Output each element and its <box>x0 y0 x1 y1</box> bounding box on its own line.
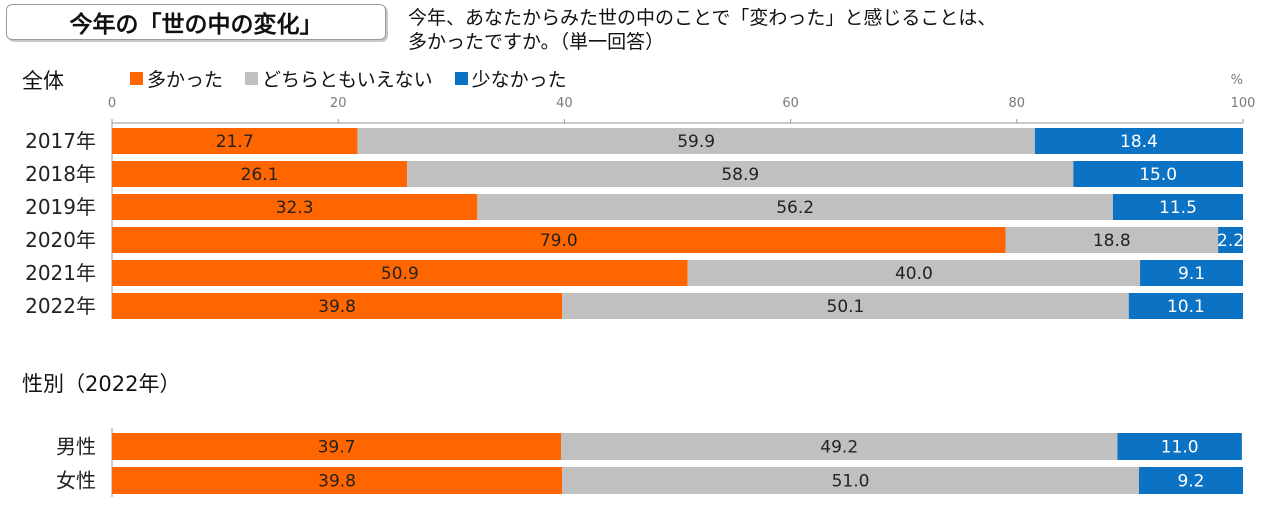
gender-row-label: 女性 <box>56 469 96 493</box>
overall-row-label: 2018年 <box>25 162 96 186</box>
x-tick-label: 20 <box>330 96 347 111</box>
overall-bar-few <box>1140 260 1243 286</box>
overall-value-label-few: 18.4 <box>1120 132 1158 152</box>
overall-bar-neither <box>357 128 1035 154</box>
overall-bar-neither <box>407 161 1074 187</box>
overall-value-label-neither: 58.9 <box>721 165 759 185</box>
overall-row-label: 2020年 <box>25 228 96 252</box>
legend-label-neither: どちらともいえない <box>262 69 433 91</box>
overall-value-label-neither: 59.9 <box>677 132 715 152</box>
gender-value-label-neither: 49.2 <box>820 438 858 458</box>
gender-value-label-neither: 51.0 <box>832 472 870 492</box>
overall-value-label-many: 26.1 <box>241 165 279 185</box>
overall-row-label: 2019年 <box>25 195 96 219</box>
overall-bar-neither <box>687 260 1141 286</box>
x-tick-label: 80 <box>1009 96 1026 111</box>
overall-row-label: 2022年 <box>25 294 96 318</box>
overall-bar-many <box>112 293 563 319</box>
overall-bar-many <box>112 260 688 286</box>
x-tick-label: 40 <box>556 96 573 111</box>
survey-question: 今年、あなたからみた世の中のことで「変わった」と感じることは、 多かったですか。… <box>408 7 997 53</box>
legend: 多かった どちらともいえない 少なかった <box>130 65 589 92</box>
legend-item-few: 少なかった <box>454 65 567 92</box>
overall-value-label-many: 21.7 <box>216 132 254 152</box>
overall-value-label-neither: 40.0 <box>895 264 933 284</box>
gender-row-label: 男性 <box>56 435 96 459</box>
legend-item-many: 多かった <box>130 65 223 92</box>
overall-value-label-neither: 50.1 <box>827 297 865 317</box>
overall-value-label-few: 2.2 <box>1217 231 1244 251</box>
overall-bar-neither <box>562 293 1129 319</box>
legend-swatch-many <box>130 72 143 85</box>
overall-bar-many <box>112 194 478 220</box>
x-tick-label: 0 <box>108 96 116 111</box>
overall-value-label-few: 9.1 <box>1178 264 1205 284</box>
legend-label-many: 多かった <box>147 69 224 91</box>
overall-bar-many <box>112 128 358 154</box>
overall-value-label-few: 15.0 <box>1139 165 1177 185</box>
overall-value-label-few: 11.5 <box>1159 198 1197 218</box>
gender-value-label-many: 39.8 <box>318 472 356 492</box>
section-label-overall: 全体 <box>22 69 64 93</box>
overall-value-label-neither: 56.2 <box>776 198 814 218</box>
legend-label-few: 少なかった <box>471 69 567 91</box>
overall-value-label-many: 39.8 <box>318 297 356 317</box>
overall-value-label-few: 10.1 <box>1167 297 1205 317</box>
chart-title: 今年の「世の中の変化」 <box>6 4 386 40</box>
x-tick-label: 100 <box>1231 96 1256 111</box>
overall-value-label-many: 32.3 <box>276 198 314 218</box>
overall-bar-many <box>112 161 408 187</box>
legend-item-neither: どちらともいえない <box>245 65 433 92</box>
overall-value-label-many: 79.0 <box>540 231 578 251</box>
gender-bar-neither <box>561 433 1118 460</box>
overall-bar-few <box>1218 227 1243 253</box>
gender-bar-few <box>1138 467 1243 494</box>
gender-bar-many <box>112 433 562 460</box>
overall-bar-few <box>1034 128 1243 154</box>
overall-bar-few <box>1112 194 1243 220</box>
legend-swatch-neither <box>245 72 259 85</box>
overall-value-label-neither: 18.8 <box>1093 231 1131 251</box>
overall-row-label: 2017年 <box>25 129 96 153</box>
gender-bar-neither <box>562 467 1139 494</box>
overall-bar-few <box>1128 293 1243 319</box>
overall-row-label: 2021年 <box>25 261 96 285</box>
legend-swatch-few <box>454 72 468 85</box>
gender-value-label-many: 39.7 <box>318 438 356 458</box>
overall-bar-neither <box>477 194 1113 220</box>
section-label-gender: 性別（2022年） <box>22 372 181 396</box>
overall-value-label-many: 50.9 <box>381 264 419 284</box>
gender-bar-many <box>112 467 563 494</box>
overall-bar-neither <box>1005 227 1219 253</box>
gender-bar-few <box>1117 433 1242 460</box>
x-tick-label: 60 <box>782 96 799 111</box>
overall-bar-few <box>1073 161 1243 187</box>
gender-value-label-few: 11.0 <box>1161 438 1199 458</box>
overall-bar-many <box>112 227 1006 253</box>
gender-value-label-few: 9.2 <box>1177 472 1204 492</box>
x-axis-unit: % <box>1231 73 1243 88</box>
